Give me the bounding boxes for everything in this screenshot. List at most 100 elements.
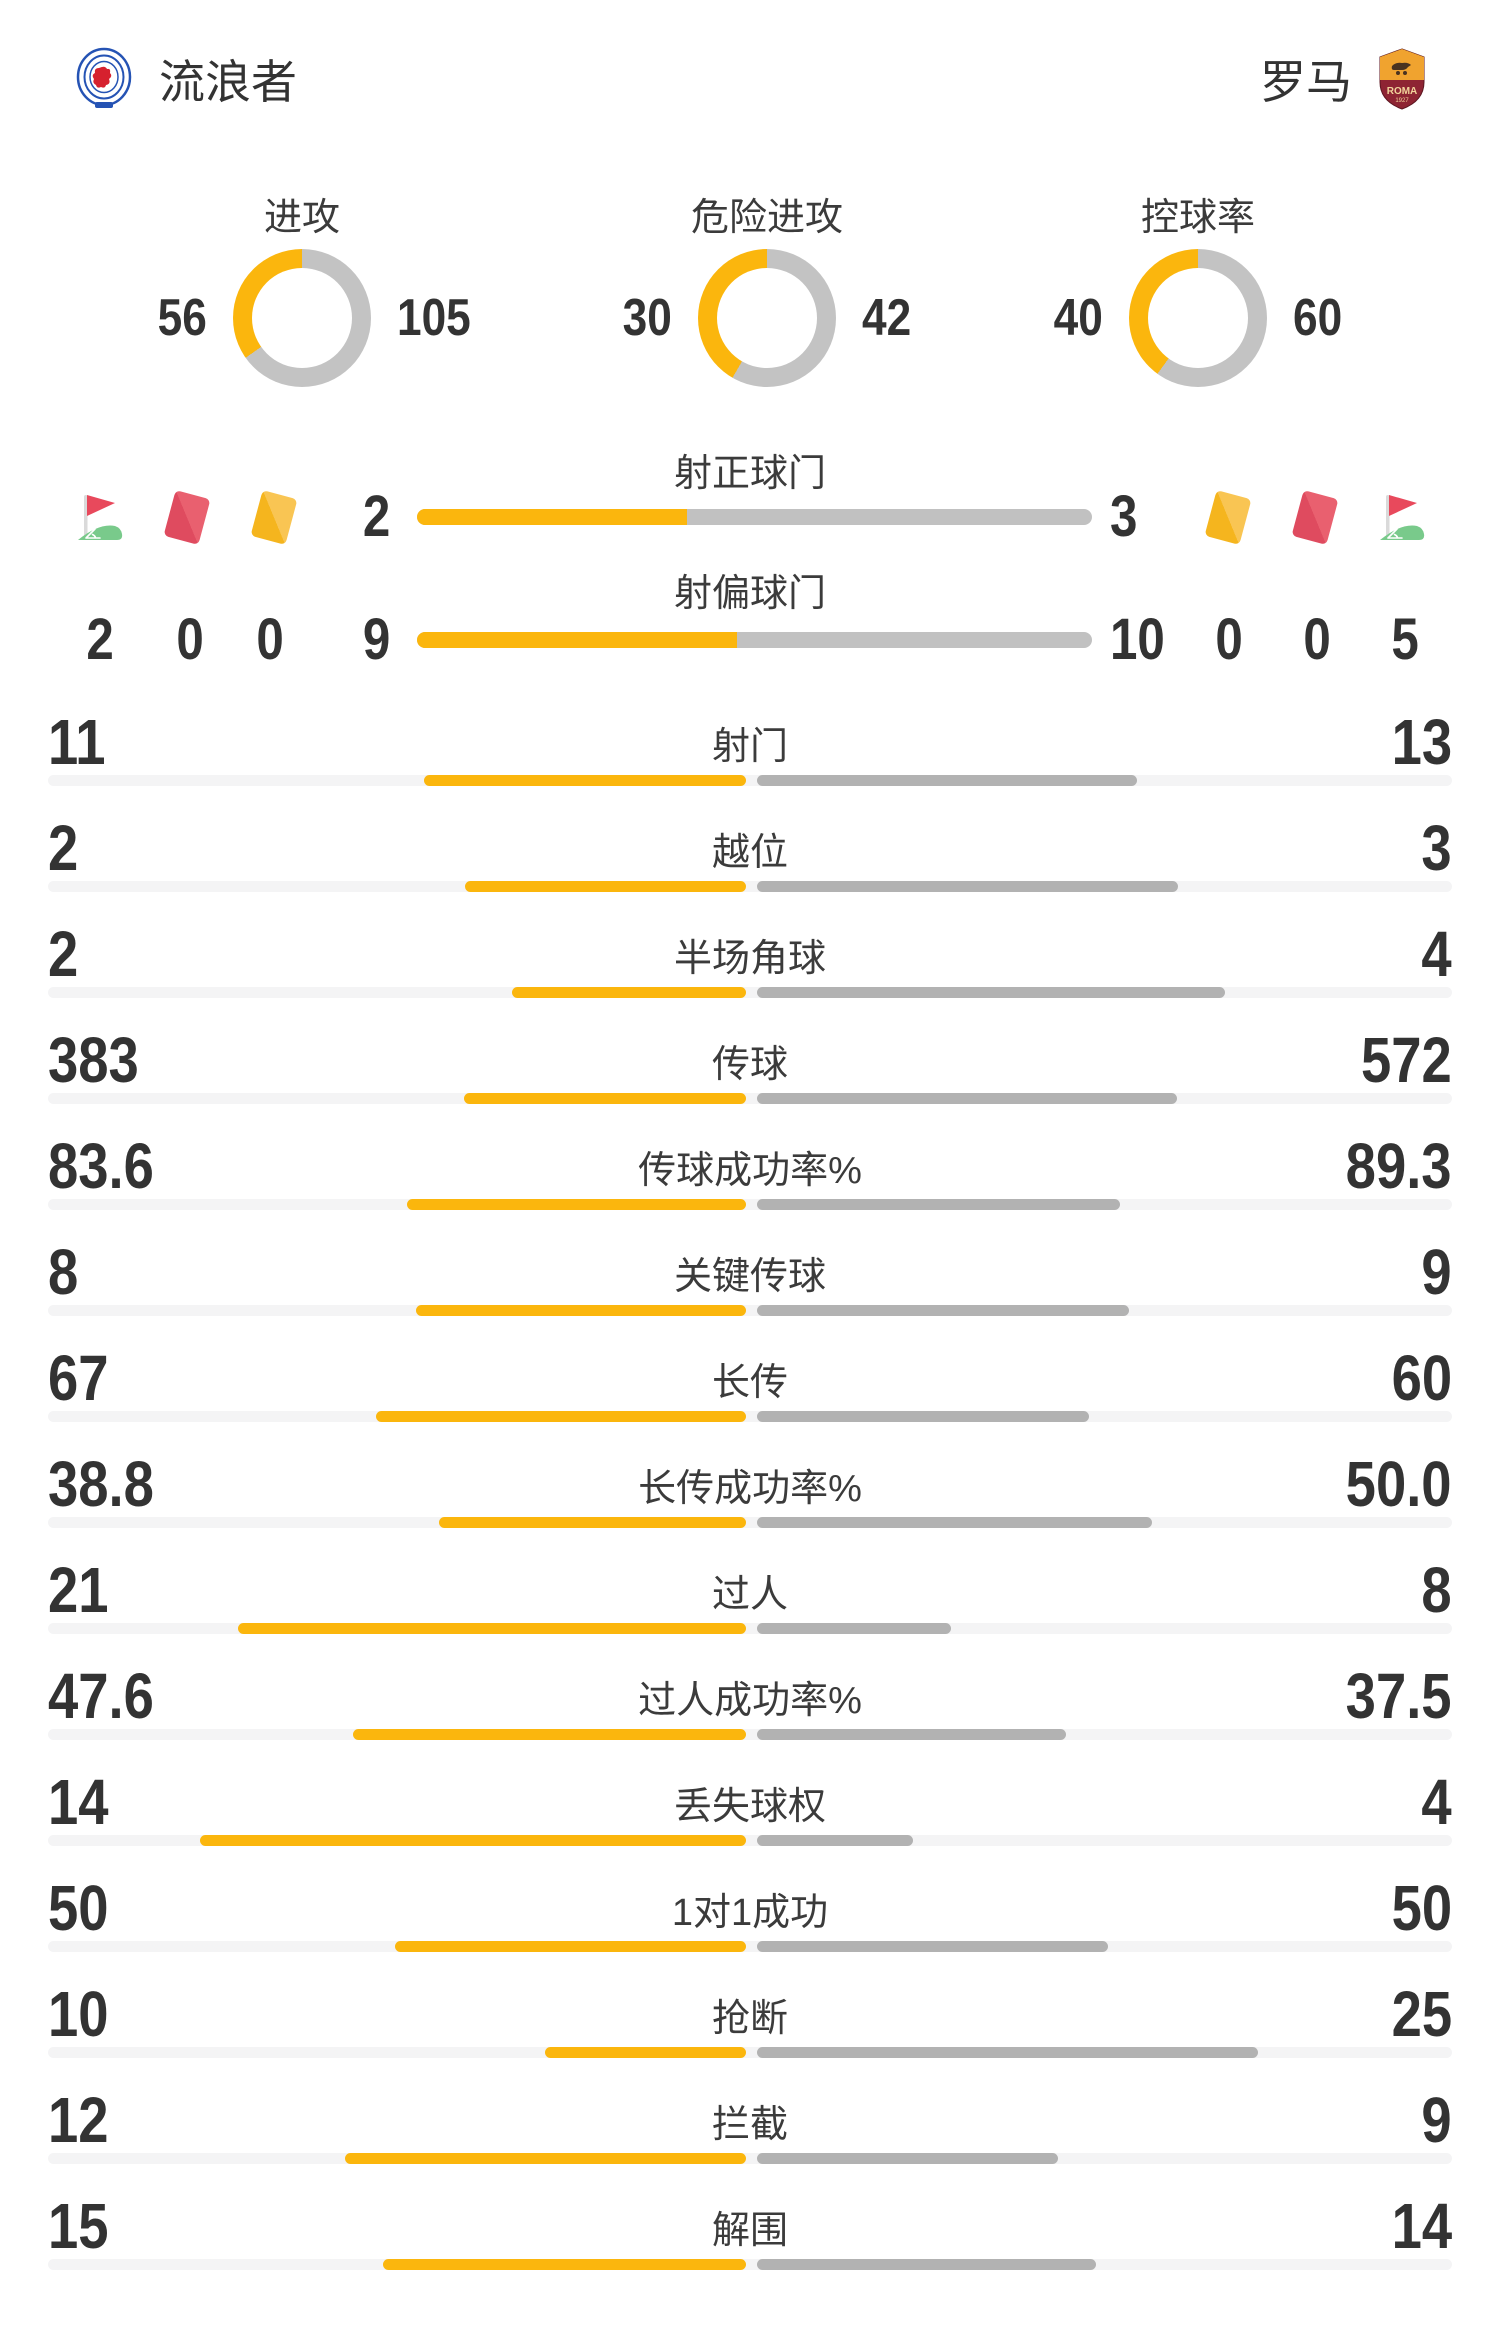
stat-row-line: 15 解围 14 — [48, 2188, 1452, 2264]
attacks-away-value: 105 — [397, 289, 471, 347]
stat-label: 关键传球 — [673, 1255, 826, 1298]
red-card-icon — [160, 490, 214, 545]
stat-row-line: 14 丢失球权 4 — [48, 1764, 1452, 1840]
shots-off-target-home-value: 9 — [362, 607, 390, 672]
stat-bar-home-fill — [383, 2259, 746, 2270]
stat-label: 过人成功率% — [638, 1679, 862, 1722]
stat-away-value: 9 — [1421, 1236, 1452, 1308]
stat-bar-home-fill — [407, 1199, 746, 1210]
stat-row-line: 8 关键传球 9 — [48, 1234, 1452, 1310]
attacks-donut-group: 56 105 — [97, 249, 507, 387]
stat-row: 83.6 传球成功率% 89.3 — [0, 1113, 1500, 1219]
stat-row: 2 越位 3 — [0, 795, 1500, 901]
stat-row-line: 67 长传 60 — [48, 1340, 1452, 1416]
stat-bar-away-fill — [757, 1305, 1129, 1316]
shots-on-target-bar-fill — [417, 509, 687, 525]
shots-off-target-bar — [417, 632, 1092, 648]
stat-bar-away-fill — [757, 2259, 1096, 2270]
stat-row-line: 383 传球 572 — [48, 1022, 1452, 1098]
away-yellow-cards-count: 0 — [1215, 607, 1243, 672]
stat-bar-away-fill — [757, 1199, 1120, 1210]
stat-home-value: 83.6 — [48, 1130, 154, 1202]
stat-bar-home-fill — [512, 987, 746, 998]
dangerous-attacks-away-value: 42 — [862, 289, 912, 347]
stat-bar-away-fill — [757, 1411, 1089, 1422]
stat-label: 射门 — [711, 725, 788, 768]
stat-label: 拦截 — [711, 2103, 788, 2146]
stat-away-value: 8 — [1421, 1554, 1452, 1626]
stat-bar-track — [48, 1517, 1452, 1528]
stat-label: 传球成功率% — [638, 1149, 862, 1192]
stat-home-value: 2 — [48, 918, 79, 990]
stat-row: 8 关键传球 9 — [0, 1219, 1500, 1325]
away-red-cards-count: 0 — [1303, 607, 1331, 672]
away-corners-count: 5 — [1391, 607, 1419, 672]
dangerous-attacks-donut-group: 30 42 — [562, 249, 972, 387]
stat-bar-track — [48, 775, 1452, 786]
stat-bar-away-fill — [757, 1623, 951, 1634]
stat-row-line: 50 1对1成功 50 — [48, 1870, 1452, 1946]
header: 流浪者 罗马 ROMA 1927 — [0, 42, 1500, 116]
stat-label: 过人 — [711, 1573, 788, 1616]
stat-row: 50 1对1成功 50 — [0, 1855, 1500, 1961]
stat-bar-away-fill — [757, 775, 1137, 786]
stat-away-value: 50.0 — [1346, 1448, 1452, 1520]
stat-label: 长传 — [711, 1361, 788, 1404]
home-red-cards-count: 0 — [176, 607, 204, 672]
home-yellow-cards-count: 0 — [256, 607, 284, 672]
stat-bar-track — [48, 987, 1452, 998]
stat-bar-track — [48, 2047, 1452, 2058]
donut-title-possession: 控球率 — [1140, 197, 1255, 239]
stat-row-line: 21 过人 8 — [48, 1552, 1452, 1628]
shots-on-target-home-value: 2 — [362, 484, 390, 549]
stat-home-value: 11 — [48, 706, 106, 778]
stat-home-value: 38.8 — [48, 1448, 154, 1520]
stat-bar-home-fill — [376, 1411, 746, 1422]
stat-row-line: 2 越位 3 — [48, 810, 1452, 886]
dangerous-attacks-home-value: 30 — [622, 289, 672, 347]
away-team-name: 罗马 — [1260, 56, 1352, 108]
stat-bar-track — [48, 2259, 1452, 2270]
stat-bar-away-fill — [757, 881, 1178, 892]
stat-away-value: 50 — [1391, 1872, 1452, 1944]
stat-row: 11 射门 13 — [0, 689, 1500, 795]
stat-bar-track — [48, 881, 1452, 892]
stat-away-value: 13 — [1391, 706, 1452, 778]
possession-away-value: 60 — [1293, 289, 1343, 347]
donut-title-attacks: 进攻 — [263, 197, 340, 239]
stat-label: 越位 — [711, 831, 788, 874]
stat-bar-away-fill — [757, 1517, 1152, 1528]
stat-home-value: 14 — [48, 1766, 109, 1838]
shots-off-target-title: 射偏球门 — [673, 573, 826, 615]
attacks-home-value: 56 — [157, 289, 207, 347]
stat-row-line: 38.8 长传成功率% 50.0 — [48, 1446, 1452, 1522]
roma-logo-icon: ROMA 1927 — [1378, 48, 1426, 110]
stat-bar-home-fill — [439, 1517, 746, 1528]
stat-row: 47.6 过人成功率% 37.5 — [0, 1643, 1500, 1749]
corner-flag-icon — [73, 490, 127, 544]
stat-row: 10 抢断 25 — [0, 1961, 1500, 2067]
stat-label: 抢断 — [711, 1997, 788, 2040]
stat-bar-away-fill — [757, 1729, 1066, 1740]
home-team: 流浪者 — [75, 42, 297, 116]
stat-bar-track — [48, 1305, 1452, 1316]
stat-away-value: 4 — [1421, 1766, 1452, 1838]
stat-bar-home-fill — [353, 1729, 746, 1740]
shots-off-target-bar-fill — [417, 632, 737, 648]
stat-bar-away-fill — [757, 1093, 1177, 1104]
stat-label: 半场角球 — [673, 937, 826, 980]
shots-on-target-bar — [417, 509, 1092, 525]
stat-bar-home-fill — [395, 1941, 746, 1952]
stat-bar-home-fill — [238, 1623, 746, 1634]
stat-home-value: 383 — [48, 1024, 139, 1096]
corner-flag-icon — [1375, 490, 1429, 544]
stat-home-value: 47.6 — [48, 1660, 154, 1732]
stat-bar-home-fill — [545, 2047, 746, 2058]
stat-bar-track — [48, 1199, 1452, 1210]
stat-home-value: 15 — [48, 2190, 109, 2262]
stat-label: 解围 — [711, 2209, 788, 2252]
stats-list: 11 射门 13 2 越位 3 2 半场角球 4 383 — [0, 689, 1500, 2279]
stat-bar-track — [48, 1835, 1452, 1846]
stat-away-value: 25 — [1391, 1978, 1452, 2050]
stat-row: 38.8 长传成功率% 50.0 — [0, 1431, 1500, 1537]
